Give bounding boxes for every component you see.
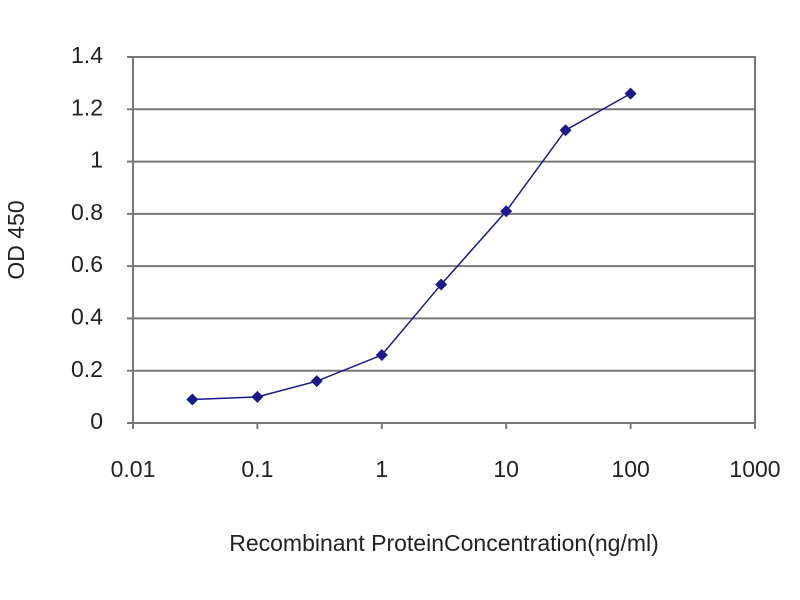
data-point bbox=[375, 349, 388, 362]
data-point bbox=[500, 205, 513, 218]
y-tick-label: 1.2 bbox=[71, 94, 103, 120]
x-axis-title: Recombinant ProteinConcentration(ng/ml) bbox=[229, 530, 659, 556]
x-tick-label: 100 bbox=[611, 456, 649, 482]
y-tick-label: 0 bbox=[90, 408, 103, 434]
y-tick-label: 0.6 bbox=[71, 251, 103, 277]
data-point bbox=[186, 393, 199, 406]
data-line bbox=[192, 92, 631, 401]
y-axis-title: OD 450 bbox=[3, 200, 29, 279]
x-tick-label: 0.1 bbox=[241, 456, 273, 482]
y-tick-label: 1 bbox=[90, 147, 103, 173]
data-point bbox=[559, 124, 572, 137]
data-point bbox=[624, 87, 637, 100]
data-point bbox=[251, 390, 264, 403]
x-tick-label: 10 bbox=[493, 456, 519, 482]
data-point bbox=[310, 375, 323, 388]
x-tick-label: 1000 bbox=[729, 456, 780, 482]
y-tick-label: 0.4 bbox=[71, 304, 103, 330]
y-tick-label: 0.8 bbox=[71, 199, 103, 225]
x-tick-label: 0.01 bbox=[111, 456, 156, 482]
plot-area bbox=[132, 56, 756, 424]
y-tick-label: 1.4 bbox=[71, 42, 103, 68]
x-tick-label: 1 bbox=[375, 456, 388, 482]
y-tick-label: 0.2 bbox=[71, 356, 103, 382]
data-point bbox=[435, 278, 448, 291]
